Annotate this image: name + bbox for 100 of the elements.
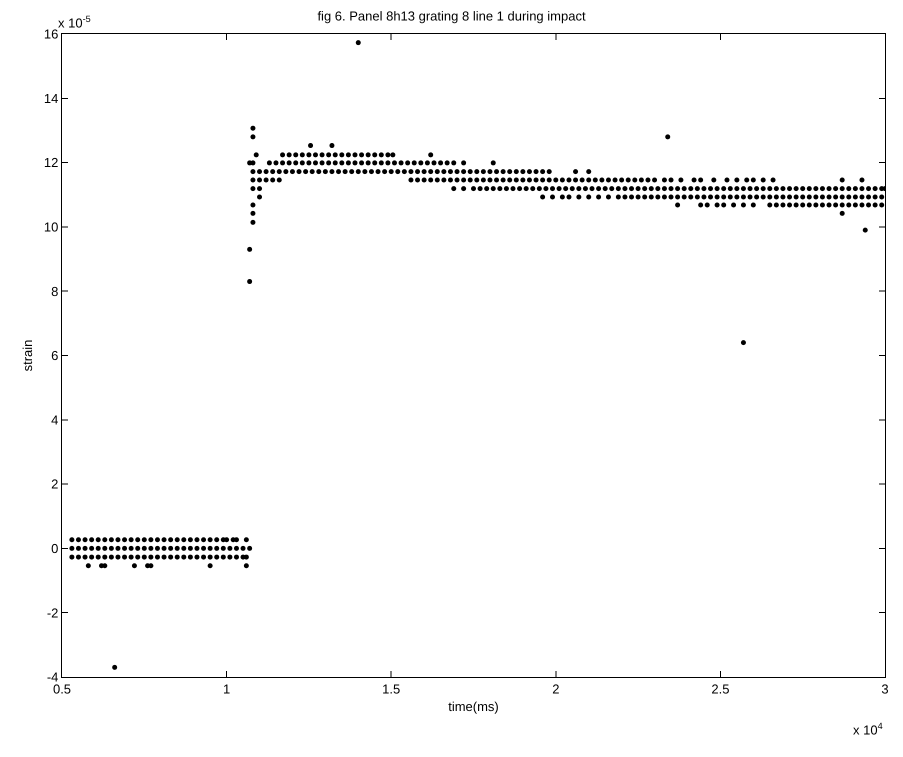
point [879, 194, 884, 200]
point [224, 537, 230, 542]
point [520, 177, 526, 182]
point [82, 546, 88, 551]
point [82, 554, 88, 560]
point [293, 152, 298, 158]
point [115, 537, 120, 542]
point [244, 563, 249, 568]
point [132, 563, 137, 568]
point [490, 160, 496, 166]
x-tick-label: 3 [881, 682, 889, 697]
point [320, 160, 325, 166]
point [96, 554, 101, 560]
point [135, 537, 140, 542]
point [162, 537, 167, 542]
point [247, 546, 252, 551]
point [474, 169, 480, 174]
point [668, 177, 674, 182]
point [619, 177, 624, 182]
point [879, 202, 884, 208]
point [480, 169, 486, 174]
point [408, 177, 414, 182]
point [655, 194, 660, 200]
point [826, 194, 832, 200]
point [201, 546, 206, 551]
point [290, 169, 295, 174]
point [682, 194, 687, 200]
point [698, 177, 704, 182]
point [168, 554, 174, 560]
point [444, 160, 450, 166]
point [366, 160, 371, 166]
point [188, 546, 193, 551]
point [286, 160, 292, 166]
point [448, 169, 453, 174]
y-tick-label: 4 [51, 412, 58, 428]
point [128, 537, 134, 542]
point [774, 202, 779, 208]
point [721, 202, 726, 208]
point [711, 177, 716, 182]
point [852, 194, 858, 200]
point [560, 194, 565, 200]
point [174, 554, 180, 560]
point [148, 554, 154, 560]
point [534, 169, 539, 174]
point [322, 169, 328, 174]
point [254, 152, 259, 158]
point [494, 177, 500, 182]
point [247, 246, 252, 252]
point [724, 177, 730, 182]
point [102, 554, 108, 560]
point [794, 202, 799, 208]
point [188, 537, 193, 542]
point [701, 194, 706, 200]
point [760, 177, 766, 182]
point [760, 194, 766, 200]
point [264, 169, 269, 174]
point [208, 537, 213, 542]
point [626, 177, 631, 182]
point [96, 537, 101, 542]
point [754, 194, 760, 200]
point [332, 152, 338, 158]
point [234, 554, 239, 560]
point [434, 177, 440, 182]
point [415, 169, 420, 174]
y-tick-label: 6 [51, 348, 58, 364]
point [300, 152, 305, 158]
point [359, 152, 364, 158]
point [721, 194, 726, 200]
point [316, 169, 322, 174]
point [69, 546, 74, 551]
point [385, 152, 390, 158]
point [244, 537, 249, 542]
point [148, 546, 154, 551]
point [378, 152, 384, 158]
point [434, 169, 440, 174]
point [734, 177, 740, 182]
point [833, 194, 838, 200]
point [714, 194, 720, 200]
point [208, 554, 213, 560]
point [599, 177, 604, 182]
point [652, 177, 658, 182]
point [708, 194, 714, 200]
point [859, 177, 864, 182]
point [540, 194, 546, 200]
point [642, 194, 648, 200]
point [336, 169, 342, 174]
point [194, 546, 200, 551]
point [534, 177, 539, 182]
point [89, 554, 94, 560]
point [596, 194, 602, 200]
point [573, 169, 578, 174]
point [468, 177, 473, 182]
point [428, 169, 434, 174]
point [636, 194, 641, 200]
point [312, 152, 318, 158]
point [162, 554, 167, 560]
point [250, 134, 256, 140]
point [546, 169, 552, 174]
point [734, 194, 740, 200]
point [312, 160, 318, 166]
